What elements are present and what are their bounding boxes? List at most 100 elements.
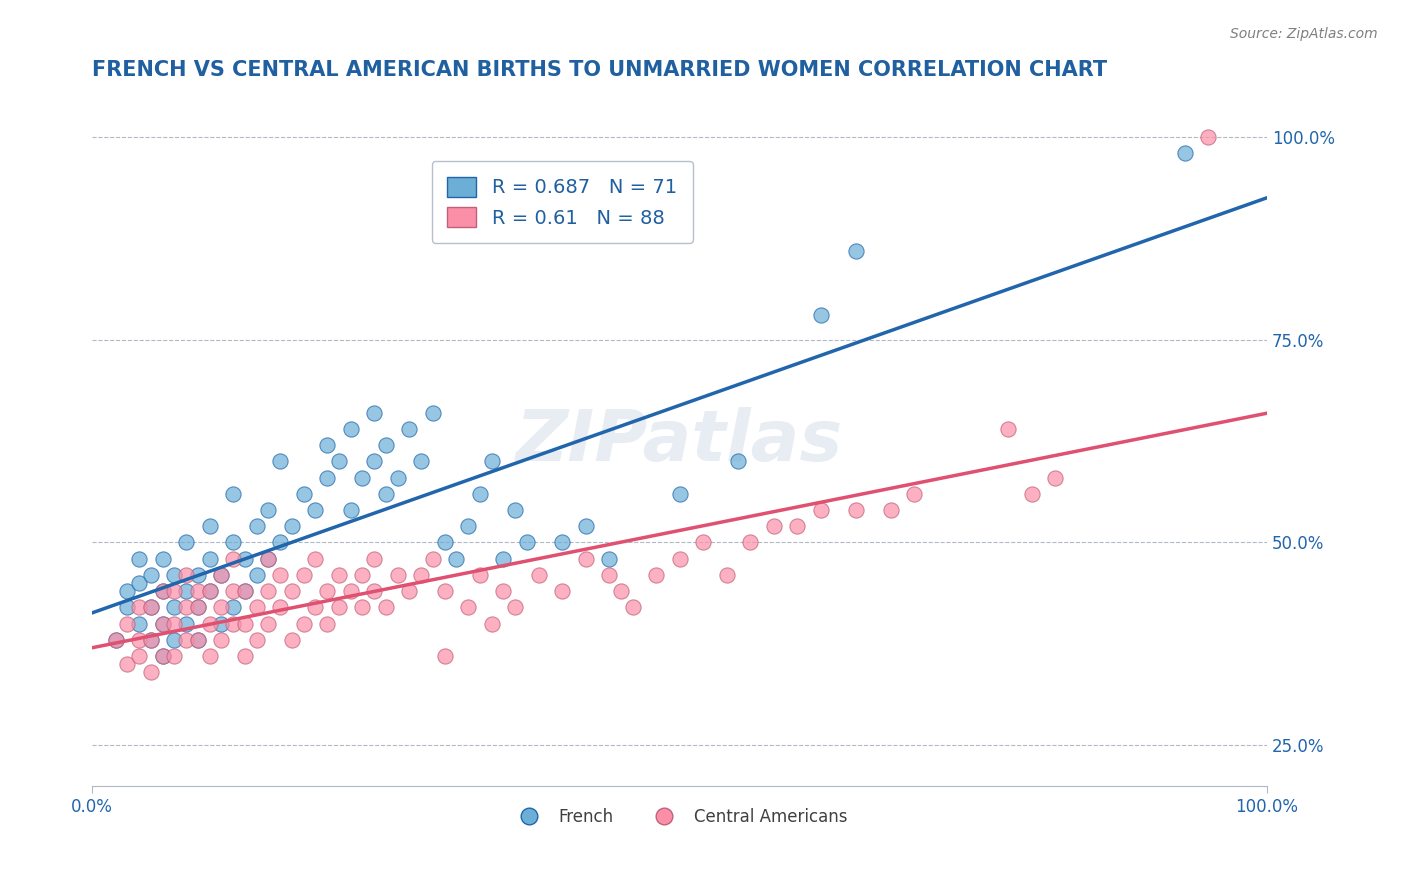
Point <box>246 632 269 647</box>
Point <box>198 584 221 599</box>
Point <box>104 632 127 647</box>
Point <box>139 632 162 647</box>
Point <box>316 438 339 452</box>
Point <box>233 648 256 663</box>
Point <box>117 616 139 631</box>
Point <box>328 600 350 615</box>
Point <box>845 503 868 517</box>
Point <box>117 600 139 615</box>
Point <box>198 551 221 566</box>
Point <box>374 600 396 615</box>
Point <box>1197 130 1219 145</box>
Point <box>152 551 174 566</box>
Point <box>281 632 304 647</box>
Point <box>692 535 714 549</box>
Point <box>209 600 232 615</box>
Point <box>209 616 232 631</box>
Point <box>198 648 221 663</box>
Point <box>209 568 232 582</box>
Point <box>668 551 690 566</box>
Point <box>174 616 197 631</box>
Point <box>621 600 644 615</box>
Point <box>422 406 444 420</box>
Point <box>574 551 596 566</box>
Point <box>446 551 468 566</box>
Point <box>1045 470 1067 484</box>
Point <box>503 600 526 615</box>
Point <box>209 632 232 647</box>
Point <box>387 568 409 582</box>
Point <box>174 584 197 599</box>
Point <box>198 519 221 533</box>
Point <box>903 487 925 501</box>
Point <box>738 535 761 549</box>
Point <box>163 648 186 663</box>
Point <box>339 503 361 517</box>
Point <box>257 551 280 566</box>
Point <box>411 454 433 468</box>
Point <box>411 568 433 582</box>
Point <box>1174 146 1197 161</box>
Point <box>457 519 479 533</box>
Text: FRENCH VS CENTRAL AMERICAN BIRTHS TO UNMARRIED WOMEN CORRELATION CHART: FRENCH VS CENTRAL AMERICAN BIRTHS TO UNM… <box>93 60 1108 79</box>
Point <box>139 632 162 647</box>
Point <box>139 568 162 582</box>
Point <box>152 648 174 663</box>
Point <box>104 632 127 647</box>
Point <box>292 487 315 501</box>
Point <box>233 616 256 631</box>
Point <box>304 551 326 566</box>
Point <box>468 568 491 582</box>
Point <box>128 551 150 566</box>
Point <box>174 535 197 549</box>
Point <box>128 600 150 615</box>
Point <box>503 503 526 517</box>
Point <box>246 568 269 582</box>
Point <box>374 438 396 452</box>
Point <box>598 568 620 582</box>
Point <box>139 600 162 615</box>
Point <box>246 600 269 615</box>
Point <box>328 568 350 582</box>
Point <box>209 568 232 582</box>
Point <box>222 487 245 501</box>
Point <box>139 665 162 680</box>
Point <box>163 568 186 582</box>
Point <box>997 422 1019 436</box>
Point <box>574 519 596 533</box>
Point <box>233 584 256 599</box>
Point <box>880 503 903 517</box>
Point <box>292 616 315 631</box>
Point <box>257 616 280 631</box>
Point <box>363 406 385 420</box>
Point <box>187 600 209 615</box>
Point <box>668 487 690 501</box>
Point <box>363 454 385 468</box>
Point <box>233 584 256 599</box>
Point <box>316 616 339 631</box>
Point <box>163 616 186 631</box>
Point <box>363 551 385 566</box>
Point <box>352 470 374 484</box>
Point <box>187 632 209 647</box>
Point <box>468 487 491 501</box>
Point <box>222 616 245 631</box>
Point <box>152 584 174 599</box>
Point <box>1021 487 1043 501</box>
Point <box>716 568 738 582</box>
Point <box>316 584 339 599</box>
Point <box>198 616 221 631</box>
Point <box>304 503 326 517</box>
Point <box>117 657 139 672</box>
Point <box>551 535 574 549</box>
Point <box>810 309 832 323</box>
Point <box>152 616 174 631</box>
Point <box>727 454 749 468</box>
Point <box>387 470 409 484</box>
Point <box>422 551 444 566</box>
Point <box>281 584 304 599</box>
Point <box>128 616 150 631</box>
Point <box>163 632 186 647</box>
Point <box>352 600 374 615</box>
Text: ZIPatlas: ZIPatlas <box>516 407 844 475</box>
